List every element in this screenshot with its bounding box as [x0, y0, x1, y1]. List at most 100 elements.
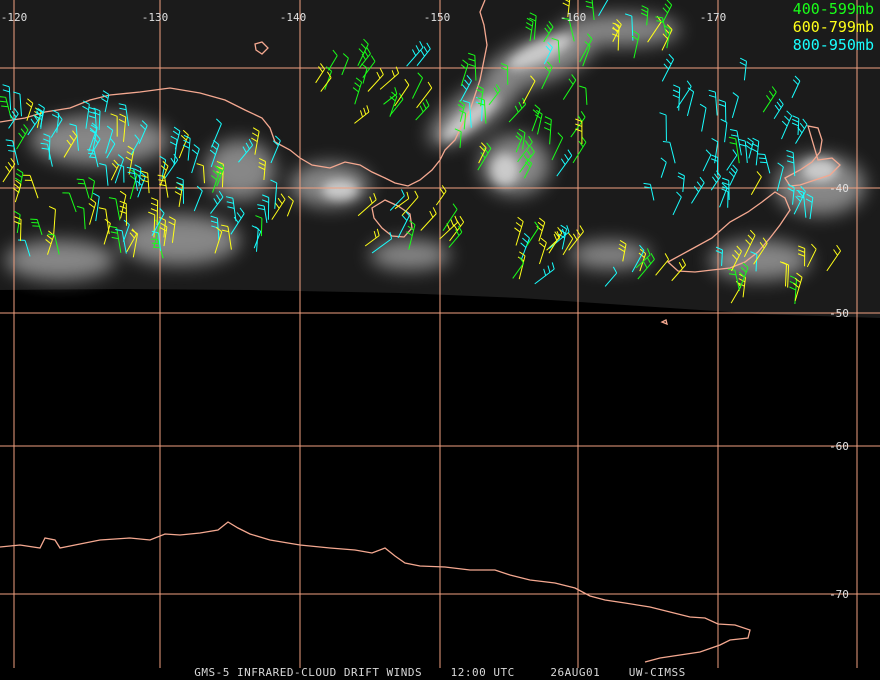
wind-barb — [640, 5, 649, 26]
wind-barb — [45, 230, 55, 255]
wind-barb — [514, 216, 524, 246]
wind-barb — [16, 124, 29, 150]
wind-barb — [389, 189, 405, 211]
wind-barb — [158, 216, 166, 238]
wind-barb — [686, 87, 695, 116]
wind-barb — [643, 182, 655, 201]
wind-barb — [106, 138, 116, 159]
wind-barb — [389, 91, 398, 117]
wind-barb — [159, 222, 168, 247]
coastlines — [0, 0, 841, 663]
wind-barb — [5, 139, 19, 166]
wind-barb — [529, 12, 537, 40]
wind-barb — [258, 158, 266, 181]
wind-barb — [691, 176, 705, 204]
wind-barb — [738, 262, 749, 289]
wind-barb — [534, 262, 555, 285]
wind-barb — [130, 134, 140, 155]
wind-barb — [562, 74, 577, 100]
wind-barb — [718, 99, 727, 122]
wind-barb — [157, 174, 169, 198]
coastline — [0, 0, 488, 187]
wind-barb — [655, 253, 670, 276]
wind-barb — [320, 71, 332, 92]
wind-barb — [797, 245, 806, 267]
wind-barb — [635, 248, 651, 269]
wind-barb — [361, 63, 368, 84]
wind-barb — [727, 268, 741, 291]
wind-barb — [541, 61, 553, 90]
wind-barb — [762, 86, 777, 113]
longitude-label: -170 — [700, 11, 727, 24]
wind-barb — [406, 220, 416, 250]
wind-barb — [750, 171, 762, 195]
pressure-legend: 400-599mb 600-799mb 800-950mb — [793, 0, 874, 54]
wind-barb — [76, 205, 86, 230]
wind-barb — [13, 210, 21, 234]
wind-barb — [30, 218, 43, 235]
wind-barb — [116, 163, 125, 183]
wind-barb — [787, 184, 795, 205]
axis-labels: -120 -130 -140 -150 -160 -170 -40 -50 -60 -70 — [1, 11, 849, 601]
wind-barbs — [0, 0, 841, 305]
wind-barb — [671, 258, 687, 282]
wind-barb — [251, 127, 260, 155]
wind-barb — [442, 203, 458, 231]
wind-barb — [225, 196, 237, 222]
wind-barb — [522, 75, 536, 104]
wind-barb — [660, 157, 667, 178]
wind-barb — [119, 200, 127, 226]
wind-barb — [805, 193, 814, 220]
wind-barb — [168, 216, 176, 243]
wind-barb — [655, 16, 668, 36]
wind-barb — [63, 130, 78, 158]
wind-barb — [401, 190, 419, 216]
wind-barb — [69, 123, 79, 151]
wind-barb — [105, 125, 114, 154]
wind-barb — [791, 75, 801, 99]
wind-barb — [517, 135, 533, 163]
wind-barb — [751, 137, 760, 166]
wind-barb — [371, 231, 393, 254]
wind-barb — [14, 216, 22, 241]
wind-barb — [286, 195, 294, 217]
wind-barb — [25, 98, 34, 121]
wind-barb — [138, 120, 148, 145]
wind-barb — [110, 113, 118, 137]
wind-barb — [88, 106, 97, 130]
wind-barb — [416, 42, 431, 66]
wind-barb — [150, 197, 159, 226]
wind-barb — [579, 85, 588, 105]
longitude-label: -130 — [142, 11, 169, 24]
wind-barb — [500, 62, 509, 85]
wind-barb — [551, 132, 564, 161]
wind-barb — [48, 205, 56, 236]
wind-barb — [159, 160, 169, 186]
wind-barb — [457, 100, 466, 122]
wind-barb — [394, 191, 410, 210]
wind-barb — [51, 109, 60, 133]
wind-barb — [394, 78, 410, 107]
wind-barb — [210, 190, 224, 214]
wind-barb — [720, 118, 728, 143]
wind-barb — [27, 110, 41, 136]
wind-barb — [182, 134, 191, 161]
caption-time: 12:00 UTC — [450, 666, 515, 679]
wind-barb — [612, 19, 622, 42]
wind-barb — [12, 179, 22, 203]
wind-barb — [196, 163, 205, 184]
wind-barb — [702, 149, 712, 172]
wind-barb — [367, 68, 384, 92]
wind-barb — [721, 188, 729, 208]
wind-barb — [118, 113, 127, 142]
coastline — [784, 125, 841, 187]
wind-barb — [383, 87, 398, 105]
wind-barb — [108, 197, 121, 221]
wind-barb — [781, 110, 793, 140]
wind-barb — [562, 0, 571, 18]
wind-barb — [416, 81, 433, 109]
wind-barb — [238, 138, 254, 163]
wind-barb — [515, 132, 523, 153]
wind-barb — [488, 84, 501, 106]
